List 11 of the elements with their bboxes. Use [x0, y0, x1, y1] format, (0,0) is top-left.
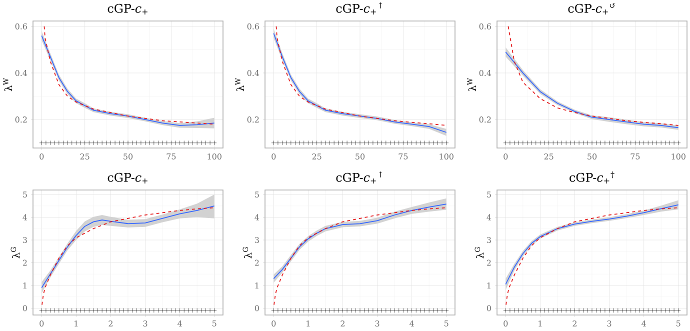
y-axis-title: λ$^{W}$: [3, 78, 12, 92]
y-axis-title: λ$^{G}$: [474, 247, 484, 258]
y-axis-title: λ$^{W}$: [235, 78, 244, 92]
line-series: [42, 207, 215, 306]
y-axis-title: λ$^{G}$: [10, 247, 20, 258]
line-series: [274, 207, 447, 306]
y-axis-title: λ$^{W}$: [467, 78, 476, 92]
y-axis-title: λ$^{G}$: [242, 247, 252, 258]
line-series: [508, 26, 679, 126]
chart-title: cGP-c$_{+}$: [108, 4, 148, 14]
chart-title: cGP-c$_{+}$: [108, 172, 148, 184]
